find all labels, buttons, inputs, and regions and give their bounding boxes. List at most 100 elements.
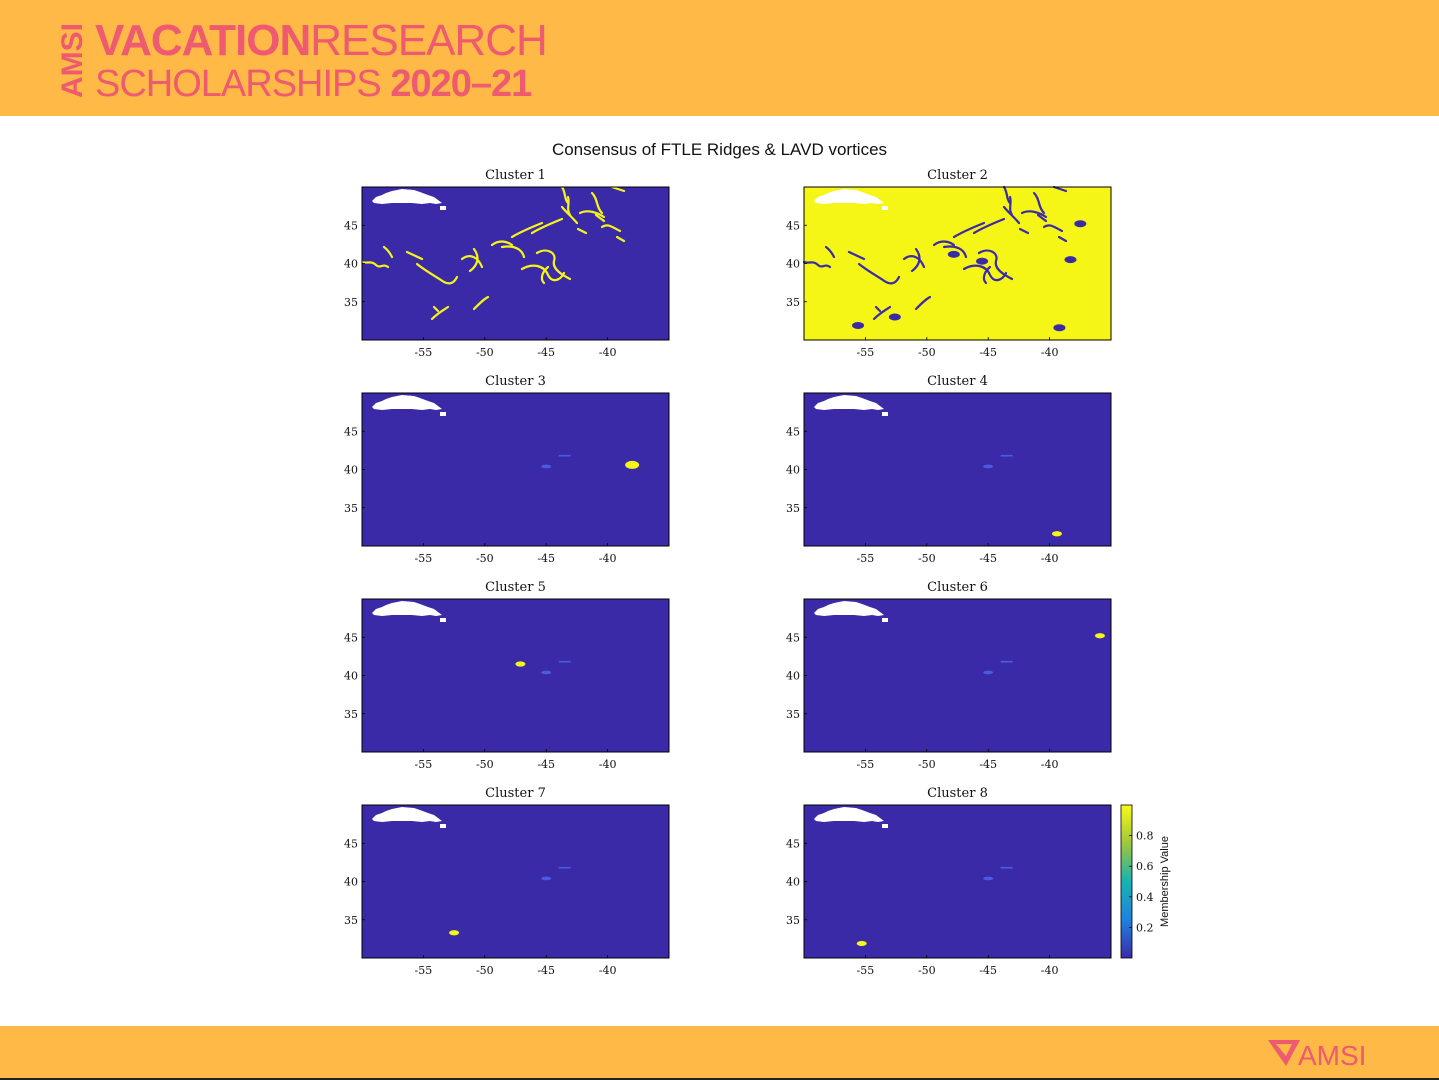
panel-features bbox=[449, 866, 571, 936]
x-tick-label: -50 bbox=[476, 964, 494, 977]
y-tick-label: 45 bbox=[786, 425, 800, 438]
y-tick-label: 35 bbox=[344, 502, 358, 515]
panel-cluster-4: Cluster 4 -55 -50 -45 -40 35 40 45 bbox=[786, 374, 1112, 565]
ftle-ridge bbox=[802, 260, 832, 269]
figure-title: Consensus of FTLE Ridges & LAVD vortices bbox=[551, 140, 888, 159]
lavd-vortex bbox=[888, 313, 901, 321]
panel-features bbox=[802, 185, 1087, 332]
x-tick-label: -50 bbox=[476, 346, 494, 359]
ftle-ridge bbox=[610, 185, 626, 193]
panel-cluster-1: Cluster 1 -55 -50 -45 -40 35 40 45 bbox=[344, 168, 670, 359]
amsi-footer-text: AMSI bbox=[1298, 1040, 1366, 1070]
ftle-ridge bbox=[430, 305, 450, 321]
logo-vacation: VACATION bbox=[95, 16, 311, 65]
lavd-vortex bbox=[1053, 324, 1066, 332]
panel-title: Cluster 7 bbox=[485, 786, 546, 801]
x-tick-label: -45 bbox=[979, 346, 997, 359]
colorbar-tick-label: 0.6 bbox=[1136, 860, 1154, 873]
panel-title: Cluster 4 bbox=[927, 374, 988, 389]
panel-cluster-5: Cluster 5 -55 -50 -45 -40 35 40 45 bbox=[344, 580, 670, 771]
ftle-ridge bbox=[972, 217, 1006, 235]
y-tick-label: 45 bbox=[344, 219, 358, 232]
ftle-ridge bbox=[872, 305, 892, 321]
ftle-ridge bbox=[590, 191, 604, 215]
ftle-ridge bbox=[594, 213, 606, 223]
panel-title: Cluster 2 bbox=[927, 168, 988, 183]
y-tick-label: 40 bbox=[786, 258, 800, 271]
x-tick-label: -40 bbox=[599, 346, 617, 359]
lavd-vortex bbox=[852, 321, 865, 329]
panel-title: Cluster 3 bbox=[485, 374, 546, 389]
ftle-ridge bbox=[578, 210, 606, 219]
x-tick-label: -50 bbox=[476, 552, 494, 565]
ftle-ridge bbox=[1008, 195, 1014, 217]
ftle-ridge bbox=[360, 260, 390, 269]
panel-cluster-6: Cluster 6 -55 -50 -45 -40 35 40 45 bbox=[786, 580, 1112, 771]
y-tick-label: 45 bbox=[344, 837, 358, 850]
panel-features bbox=[515, 660, 571, 675]
x-tick-label: -45 bbox=[537, 758, 555, 771]
island bbox=[440, 824, 446, 828]
logo-line-2: SCHOLARSHIPS 2020–21 bbox=[95, 63, 532, 105]
landmass bbox=[372, 395, 442, 410]
ftle-ridge bbox=[874, 305, 882, 313]
logo-line-1: VACATIONRESEARCH bbox=[95, 16, 548, 65]
landmass bbox=[372, 189, 442, 204]
ftle-ridge bbox=[530, 217, 564, 235]
x-tick-label: -45 bbox=[537, 346, 555, 359]
panel-cluster-8: Cluster 8 -55 -50 -45 -40 35 40 45 bbox=[786, 786, 1112, 977]
ftle-ridge bbox=[910, 247, 921, 273]
ftle-ridge bbox=[566, 195, 572, 217]
lavd-vortex bbox=[856, 940, 867, 947]
y-tick-label: 45 bbox=[344, 631, 358, 644]
lavd-vortex bbox=[1074, 220, 1087, 228]
faint-feature bbox=[1000, 660, 1013, 663]
ftle-ridge bbox=[982, 265, 992, 285]
island bbox=[440, 618, 446, 622]
ftle-ridge bbox=[1042, 224, 1064, 233]
panel-features bbox=[856, 866, 1013, 947]
ftle-ridge bbox=[942, 245, 968, 259]
colorbar-tick-label: 0.2 bbox=[1136, 921, 1154, 934]
x-tick-label: -45 bbox=[979, 964, 997, 977]
x-tick-label: -40 bbox=[1041, 552, 1059, 565]
logo-scholarships: SCHOLARSHIPS bbox=[95, 63, 391, 105]
island bbox=[882, 412, 888, 416]
ftle-ridge bbox=[520, 264, 566, 282]
faint-feature bbox=[558, 454, 571, 457]
y-tick-label: 40 bbox=[344, 670, 358, 683]
x-tick-label: -55 bbox=[415, 552, 433, 565]
amsi-footer-logo: AMSI bbox=[1268, 1040, 1366, 1070]
x-tick-label: -40 bbox=[599, 964, 617, 977]
lavd-vortex bbox=[625, 460, 640, 469]
x-tick-label: -50 bbox=[918, 758, 936, 771]
y-tick-label: 35 bbox=[344, 914, 358, 927]
panel-title: Cluster 1 bbox=[485, 168, 546, 183]
panel-background bbox=[804, 187, 1111, 340]
x-tick-label: -50 bbox=[918, 964, 936, 977]
ftle-ridge bbox=[857, 262, 901, 285]
lavd-vortex bbox=[449, 930, 460, 936]
x-tick-label: -45 bbox=[537, 552, 555, 565]
ftle-ridge bbox=[1002, 185, 1012, 205]
y-tick-label: 35 bbox=[344, 708, 358, 721]
x-tick-label: -40 bbox=[1041, 346, 1059, 359]
panel-features bbox=[360, 185, 626, 321]
ftle-ridge bbox=[1036, 213, 1048, 223]
landmass bbox=[372, 807, 442, 822]
ftle-ridge bbox=[460, 255, 484, 269]
x-tick-label: -45 bbox=[979, 758, 997, 771]
ftle-ridge bbox=[382, 245, 394, 259]
ftle-ridge bbox=[500, 245, 526, 259]
lavd-vortex bbox=[515, 661, 526, 667]
x-tick-label: -55 bbox=[857, 346, 875, 359]
ftle-ridge bbox=[1052, 185, 1068, 193]
ftle-ridge bbox=[615, 235, 626, 243]
island bbox=[440, 412, 446, 416]
x-tick-label: -50 bbox=[918, 346, 936, 359]
panel-features bbox=[983, 633, 1105, 675]
amsi-arrow-icon bbox=[1268, 1040, 1300, 1066]
colorbar-tick-label: 0.8 bbox=[1136, 830, 1154, 843]
y-tick-label: 45 bbox=[786, 219, 800, 232]
ftle-ridge bbox=[977, 249, 1014, 281]
